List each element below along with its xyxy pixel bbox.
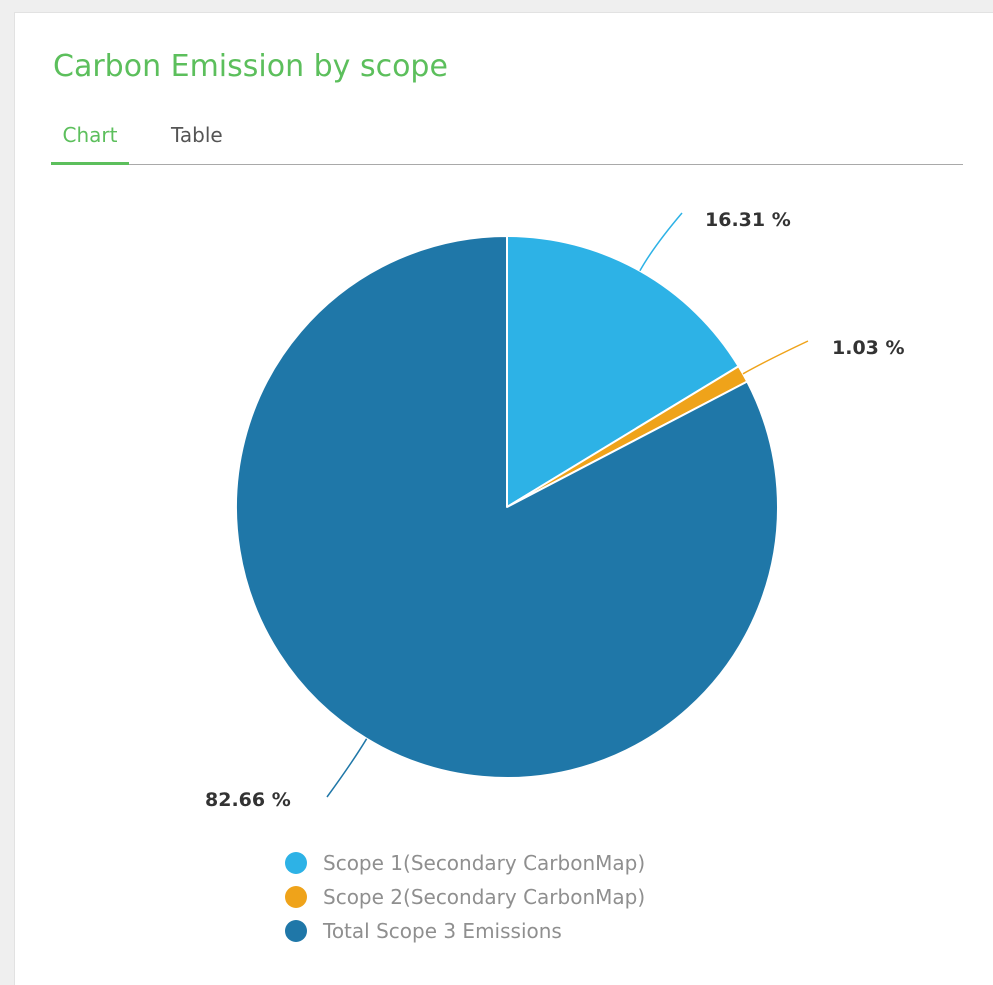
connector-scope2 — [742, 340, 809, 375]
legend-label-scope2: Scope 2(Secondary CarbonMap) — [323, 885, 646, 909]
legend-swatch-scope1 — [285, 852, 307, 874]
page-title: Carbon Emission by scope — [53, 49, 448, 84]
data-labels: 16.31 % 1.03 % 82.66 % — [205, 209, 905, 811]
pie-slice-scope1[interactable] — [506, 235, 740, 508]
legend-swatch-scope2 — [285, 886, 307, 908]
pie-slice-scope3[interactable] — [235, 235, 779, 779]
connector-scope3 — [326, 738, 368, 798]
legend-label-scope3: Total Scope 3 Emissions — [323, 919, 562, 943]
legend-item-scope1[interactable]: Scope 1(Secondary CarbonMap) — [285, 846, 645, 880]
data-label-scope3: 82.66 % — [205, 789, 291, 811]
legend-label-scope1: Scope 1(Secondary CarbonMap) — [323, 851, 646, 875]
legend-item-scope3[interactable]: Total Scope 3 Emissions — [285, 914, 645, 948]
pie-slices — [235, 235, 779, 779]
legend: Scope 1(Secondary CarbonMap) Scope 2(Sec… — [285, 846, 645, 948]
tab-chart[interactable]: Chart — [51, 118, 129, 165]
tab-bar: Chart Table — [51, 118, 963, 165]
legend-swatch-scope3 — [285, 920, 307, 942]
data-label-scope2: 1.03 % — [832, 337, 905, 359]
connector-scope1 — [639, 212, 683, 272]
label-connectors — [326, 212, 809, 798]
legend-item-scope2[interactable]: Scope 2(Secondary CarbonMap) — [285, 880, 645, 914]
tab-table[interactable]: Table — [171, 123, 223, 147]
data-label-scope1: 16.31 % — [705, 209, 791, 231]
